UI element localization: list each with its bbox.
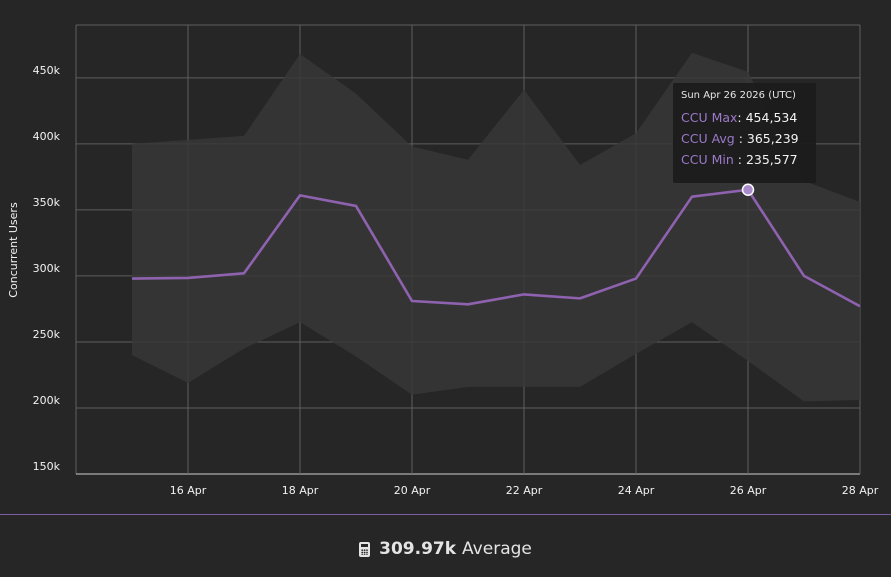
ccu-avg-line [131,188,861,308]
y-tick-label: 400k [33,130,61,143]
y-tick-label: 300k [33,262,61,275]
x-tick-label: 22 Apr [506,484,543,497]
calculator-icon [359,541,371,557]
y-tick-label: 450k [33,64,61,77]
average-summary: 309.97k Average [0,530,891,568]
y-tick-label: 200k [33,394,61,407]
ccu-chart: 150k 200k 250k 300k 350k 400k 450k 16 Apr 18 Ap… [7,24,879,497]
tooltip-key: CCU Max [681,110,738,125]
footer-divider [0,514,891,515]
tooltip-row-min: CCU Min : 235,577 [681,152,798,167]
x-tick-label: 26 Apr [730,484,767,497]
tooltip-value: 235,577 [745,152,798,167]
y-tick-label: 250k [33,328,61,341]
x-tick-labels: 16 Apr 18 Apr 20 Apr 22 Apr 24 Apr 26 Apr 28 A… [170,484,879,497]
data-points [741,183,755,197]
tooltip-key: CCU Avg [681,131,735,146]
x-tick-label: 18 Apr [282,484,319,497]
tooltip-key: CCU Min [681,152,734,167]
x-tick-label: 24 Apr [618,484,655,497]
tooltip-row-avg: CCU Avg : 365,239 [681,131,799,146]
tooltip-date: Sun Apr 26 2026 (UTC) [681,90,796,101]
y-tick-label: 150k [33,460,61,473]
data-tooltip: Sun Apr 26 2026 (UTC) CCU Max: 454,534 C… [673,83,816,183]
average-label: Average [462,539,532,559]
y-tick-labels: 150k 200k 250k 300k 350k 400k 450k [33,64,61,473]
y-tick-label: 350k [33,196,61,209]
x-tick-label: 16 Apr [170,484,207,497]
tooltip-row-max: CCU Max: 454,534 [681,110,798,125]
average-value: 309.97k [379,539,457,559]
x-tick-label: 28 Apr [842,484,879,497]
highlighted-point[interactable] [741,183,755,197]
y-axis-title: Concurrent Users [7,202,20,298]
x-tick-label: 20 Apr [394,484,431,497]
tooltip-value: 454,534 [745,110,798,125]
tooltip-value: 365,239 [746,131,799,146]
